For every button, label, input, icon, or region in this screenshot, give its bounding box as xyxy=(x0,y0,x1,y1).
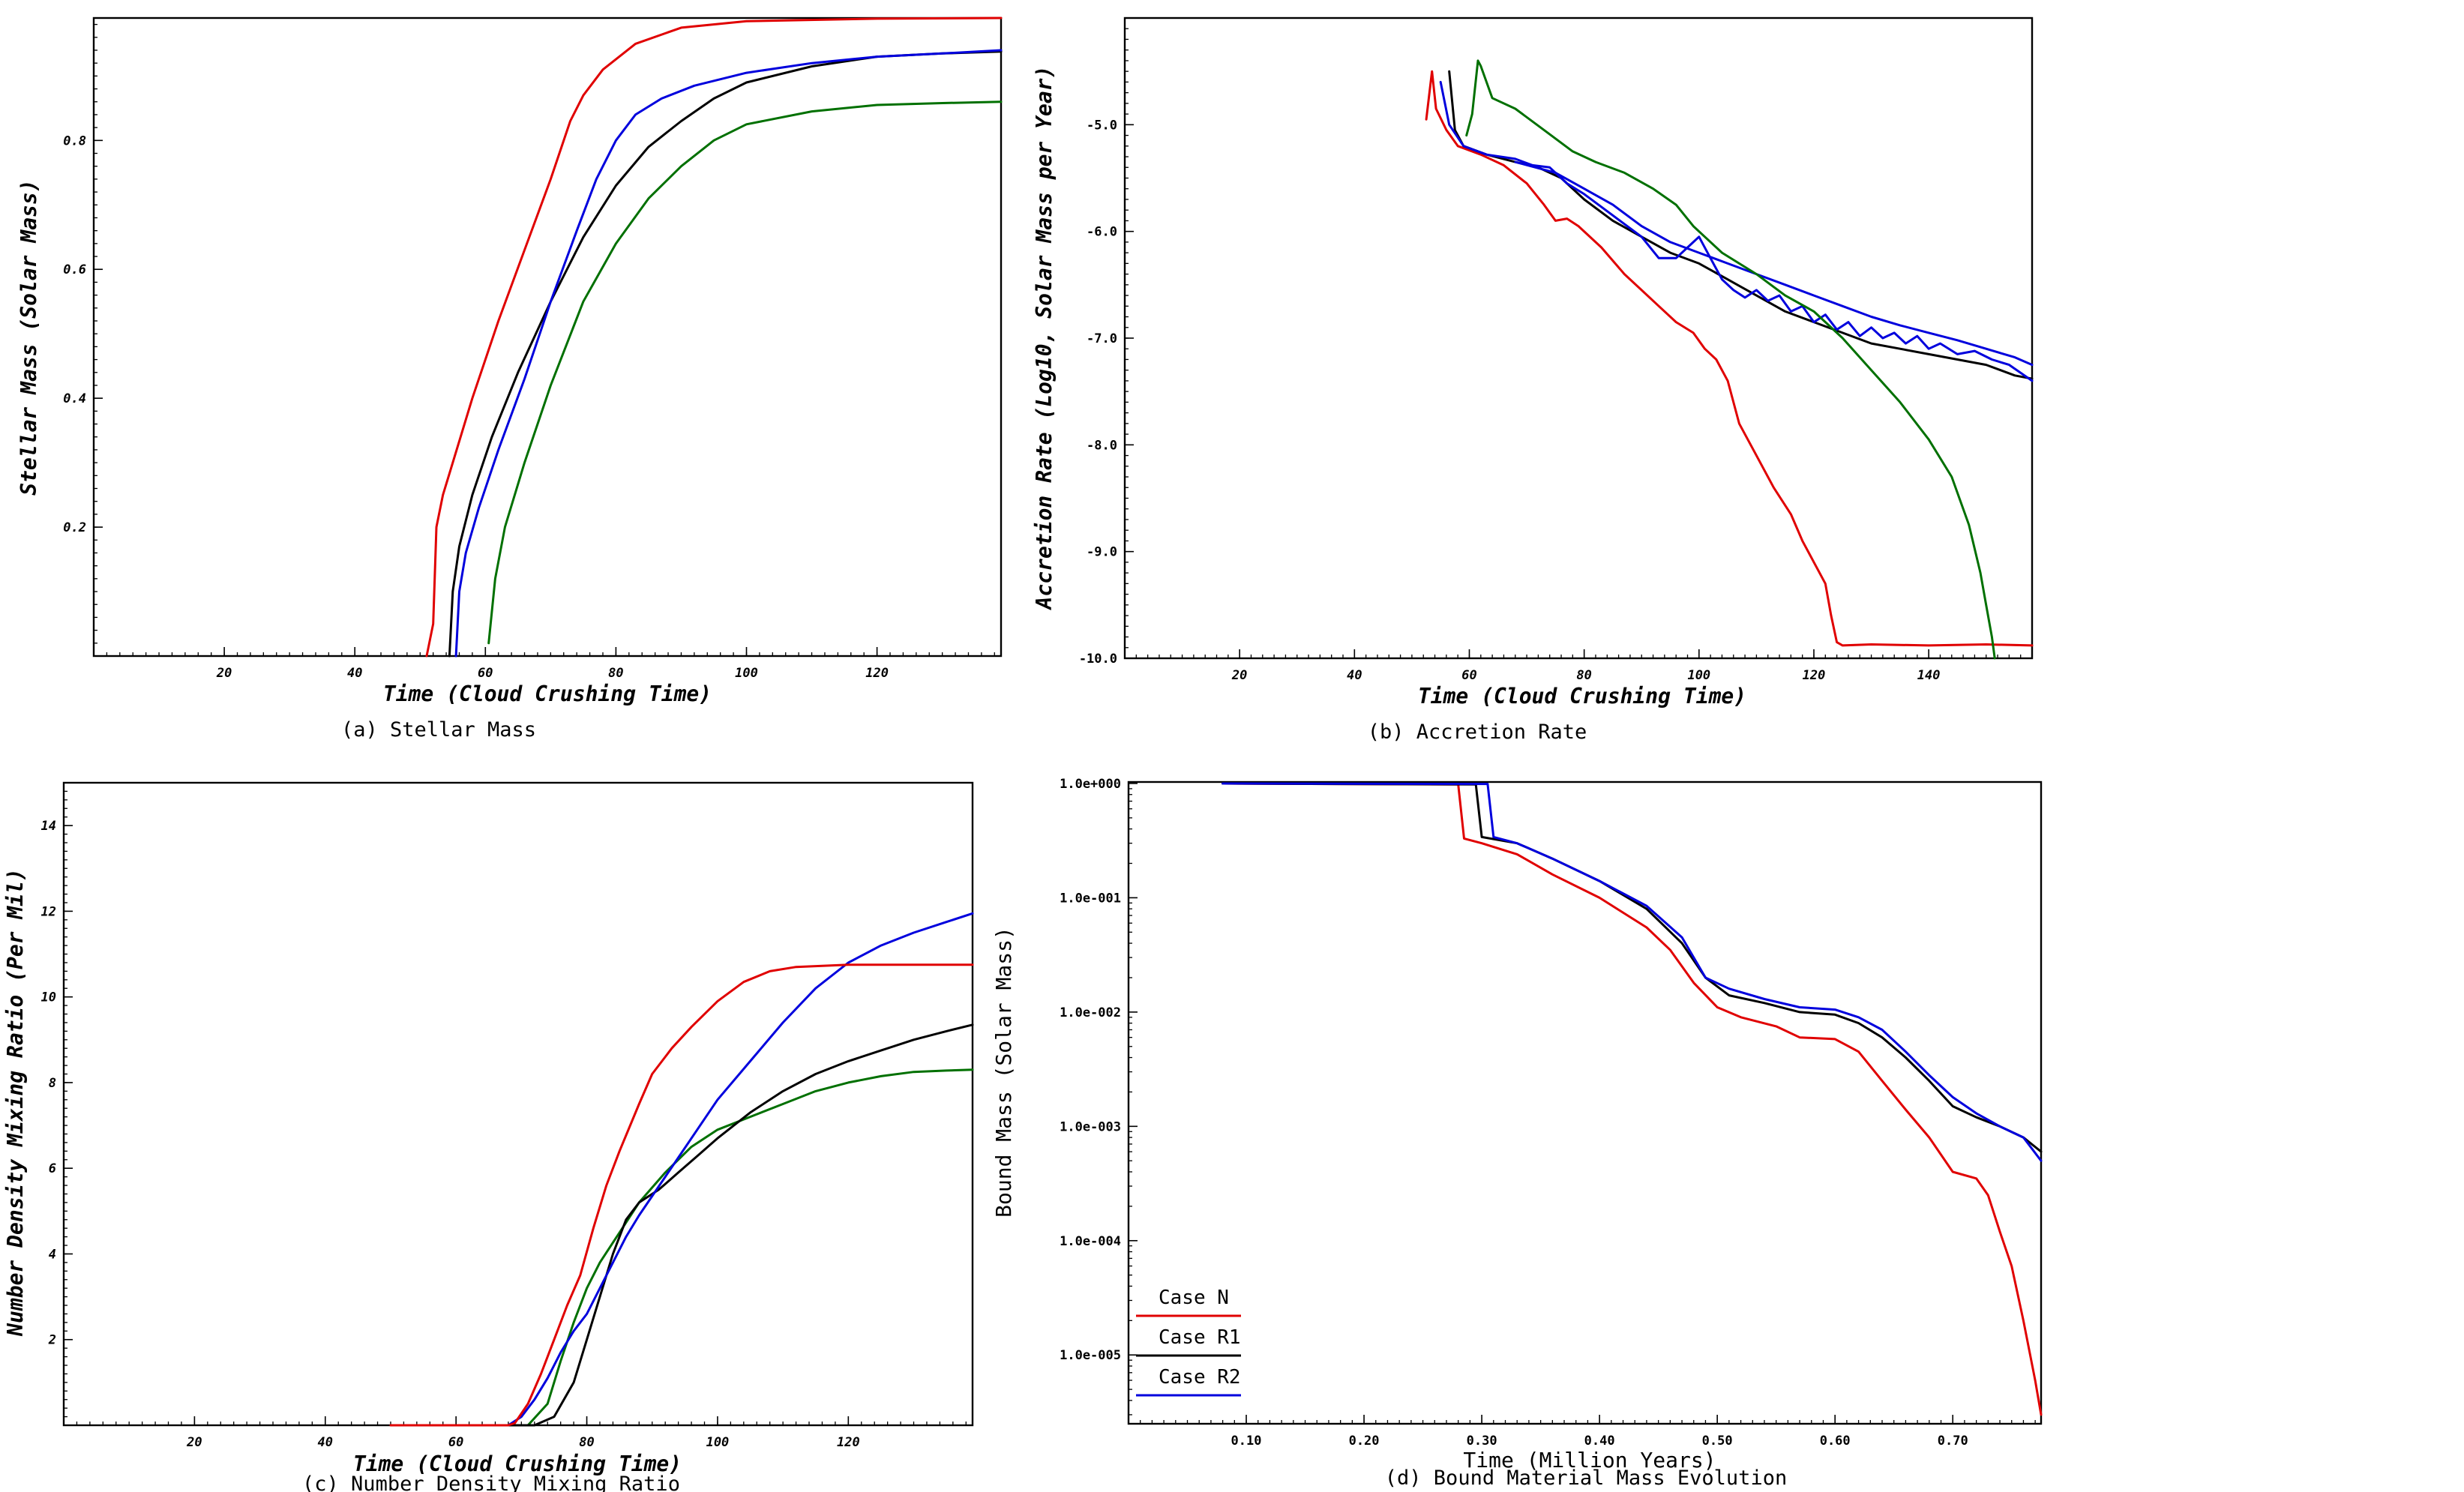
panel-c-mixing-ratio: 20 40 60 80 100 120 2 4 6 8 10 12 14 Time (Cloud Cru… xyxy=(3,781,974,1492)
x-tick-label: 0.20 xyxy=(1349,1434,1380,1449)
x-tick-label: 60 xyxy=(478,666,493,681)
series-line-green xyxy=(1465,59,1996,660)
panel-c-xlabel: Time (Cloud Crushing Time) xyxy=(353,1452,682,1476)
x-tick-label: 0.40 xyxy=(1584,1434,1615,1449)
x-tick-label: 120 xyxy=(865,666,889,681)
series-line-green xyxy=(487,100,1003,645)
x-tick-label: 0.70 xyxy=(1938,1434,1968,1449)
legend-label: Case R2 xyxy=(1159,1366,1241,1389)
y-tick-label: -6.0 xyxy=(1087,225,1117,240)
x-tick-label: 40 xyxy=(1347,668,1362,683)
panel-a-frame xyxy=(92,16,1003,658)
x-tick-label: 0.30 xyxy=(1467,1434,1497,1449)
y-tick-label: 2 xyxy=(48,1333,56,1348)
panel-b-caption: (b) Accretion Rate xyxy=(1368,721,1587,744)
series-line-black xyxy=(448,50,1003,658)
y-tick-label: -9.0 xyxy=(1087,545,1117,560)
x-tick-label: 0.60 xyxy=(1820,1434,1851,1449)
series-line-red xyxy=(389,963,974,1427)
panel-d-series xyxy=(1222,782,2043,1416)
x-tick-label: 80 xyxy=(1576,668,1591,683)
y-tick-label: -8.0 xyxy=(1087,438,1117,453)
panel-b-accretion-rate: 20 40 60 80 100 120 140 -10.0 -9.0 -8.0 -7.0 -6.0 -5… xyxy=(1032,16,2034,744)
x-tick-label: 80 xyxy=(608,666,623,681)
y-tick-label: -5.0 xyxy=(1087,118,1117,133)
y-tick-label: 1.0e-005 xyxy=(1060,1348,1121,1363)
panel-a-caption: (a) Stellar Mass xyxy=(341,718,536,742)
y-tick-label: 14 xyxy=(41,819,56,834)
y-tick-label: 1.0e-003 xyxy=(1060,1119,1121,1134)
x-tick-label: 140 xyxy=(1917,668,1941,683)
x-tick-label: 100 xyxy=(1687,668,1710,683)
panel-d-legend: Case N Case R1 Case R2 xyxy=(1136,1287,1241,1397)
panel-c-caption: (c) Number Density Mixing Ratio xyxy=(302,1473,680,1492)
panel-c-ylabel: Number Density Mixing Ratio (Per Mil) xyxy=(3,868,28,1337)
panel-c-frame xyxy=(62,781,974,1427)
y-tick-label: 0.4 xyxy=(63,391,86,406)
panel-d-ticks: 0.10 0.20 0.30 0.40 0.50 0.60 0.70 1.0e-005 1.0e… xyxy=(1060,777,2036,1449)
panel-a-ticks: 20 40 60 80 100 120 0.2 0.4 0.6 0.8 xyxy=(63,23,995,681)
series-line-red xyxy=(1425,70,2034,647)
x-tick-label: 80 xyxy=(579,1435,594,1450)
legend-label: Case N xyxy=(1159,1287,1229,1309)
legend-label: Case R1 xyxy=(1159,1326,1241,1349)
x-tick-label: 20 xyxy=(1231,668,1247,683)
series-line-black xyxy=(1448,70,2034,380)
y-tick-label: 0.8 xyxy=(63,133,86,148)
panel-d-ylabel: Bound Mass (Solar Mass) xyxy=(991,927,1016,1218)
y-tick-label: -7.0 xyxy=(1087,331,1117,346)
y-tick-label: 10 xyxy=(41,990,56,1005)
panel-a-series xyxy=(425,16,1003,658)
series-line-red xyxy=(1222,782,2043,1416)
panel-b-series xyxy=(1425,59,2034,660)
panel-d-xlabel: Time (Million Years) xyxy=(1463,1448,1716,1473)
y-tick-label: 0.6 xyxy=(63,262,86,277)
y-tick-label: 1.0e-004 xyxy=(1060,1234,1121,1249)
panel-b-xlabel: Time (Cloud Crushing Time) xyxy=(1418,684,1746,709)
y-tick-label: 8 xyxy=(49,1076,56,1091)
y-tick-label: 1.0e+000 xyxy=(1060,777,1121,792)
x-tick-label: 120 xyxy=(1803,668,1826,683)
series-line-black xyxy=(1222,782,2043,1153)
x-tick-label: 40 xyxy=(347,666,362,681)
panel-d-frame xyxy=(1127,780,2043,1425)
series-line-blue xyxy=(454,49,1003,658)
y-tick-label: -10.0 xyxy=(1079,652,1117,667)
x-tick-label: 40 xyxy=(318,1435,333,1450)
x-tick-label: 20 xyxy=(216,666,232,681)
x-tick-label: 60 xyxy=(448,1435,463,1450)
panel-a-xlabel: Time (Cloud Crushing Time) xyxy=(383,682,712,706)
panel-c-ticks: 20 40 60 80 100 120 2 4 6 8 10 12 14 xyxy=(41,790,967,1450)
x-tick-label: 0.10 xyxy=(1231,1434,1262,1449)
series-line-blue xyxy=(1439,80,2034,382)
series-line-blue xyxy=(1514,160,2034,367)
y-tick-label: 6 xyxy=(49,1161,56,1176)
panel-a-ylabel: Stellar Mass (Solar Mass) xyxy=(16,179,41,495)
y-tick-label: 12 xyxy=(41,904,56,919)
x-tick-label: 120 xyxy=(837,1435,860,1450)
panel-b-ticks: 20 40 60 80 100 120 140 -10.0 -9.0 -8.0 -7.0 -6.0 -5… xyxy=(1079,28,2022,683)
series-line-green xyxy=(507,1068,974,1427)
series-line-black xyxy=(422,1023,974,1427)
series-line-red xyxy=(425,16,1003,658)
x-tick-label: 100 xyxy=(706,1435,730,1450)
y-tick-label: 0.2 xyxy=(63,520,86,535)
y-tick-label: 4 xyxy=(49,1247,56,1262)
x-tick-label: 100 xyxy=(735,666,758,681)
x-tick-label: 60 xyxy=(1461,668,1476,683)
panel-a-stellar-mass: 20 40 60 80 100 120 0.2 0.4 0.6 0.8 Time (Cloud C… xyxy=(16,16,1003,742)
panel-d-bound-mass: 0.10 0.20 0.30 0.40 0.50 0.60 0.70 1.0e-005 1.0e… xyxy=(991,777,2043,1490)
panel-b-frame xyxy=(1123,16,2034,660)
x-tick-label: 20 xyxy=(186,1435,202,1450)
series-line-blue xyxy=(1222,782,2043,1162)
panel-b-ylabel: Accretion Rate (Log10, Solar Mass per Ye… xyxy=(1032,66,1057,611)
series-line-blue xyxy=(422,912,974,1427)
y-tick-label: 1.0e-001 xyxy=(1060,891,1121,906)
panel-c-series xyxy=(389,912,974,1427)
x-tick-label: 0.50 xyxy=(1702,1434,1733,1449)
y-tick-label: 1.0e-002 xyxy=(1060,1005,1121,1020)
panel-d-caption: (d) Bound Material Mass Evolution xyxy=(1385,1467,1787,1490)
